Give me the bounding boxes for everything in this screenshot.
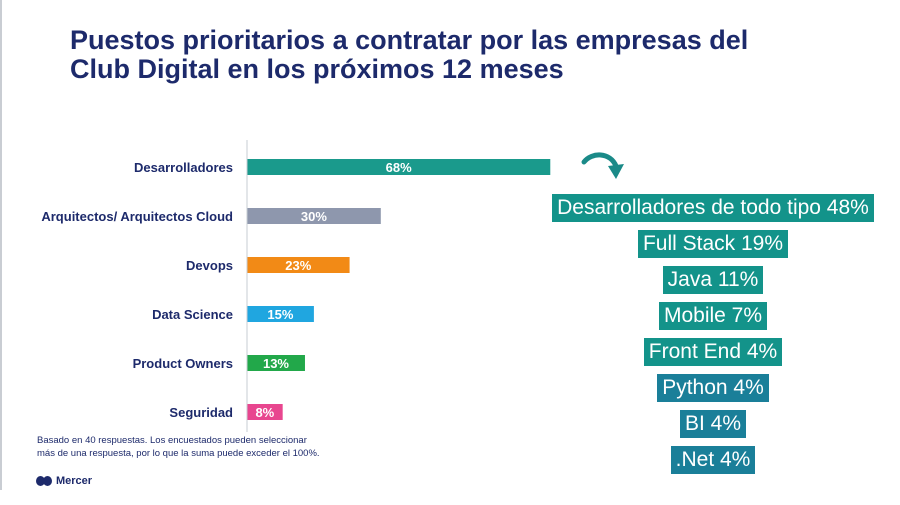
bar-value-label: 15% — [267, 307, 293, 322]
bar-chart: Desarrolladores 68% Arquitectos/ Arquitect… — [41, 140, 551, 432]
developer-breakdown-list: Desarrolladores de todo tipo 48% Full Sta… — [520, 194, 900, 474]
category-label: Product Owners — [133, 356, 233, 371]
bar — [247, 404, 283, 420]
left-rule — [0, 0, 2, 490]
breakdown-item: BI 4% — [679, 410, 747, 438]
breakdown-item: .Net 4% — [670, 446, 756, 474]
bar — [247, 306, 314, 322]
bar-value-label: 23% — [285, 258, 311, 273]
bar — [247, 208, 381, 224]
bar-value-label: 68% — [386, 160, 412, 175]
category-label: Desarrolladores — [134, 160, 233, 175]
page-title-line-1: Puestos prioritarios a contratar por las… — [70, 25, 749, 55]
category-label: Arquitectos/ Arquitectos Cloud — [41, 209, 233, 224]
breakdown-item: Front End 4% — [643, 338, 783, 366]
bar — [247, 257, 350, 273]
footnote-line-1: Basado en 40 respuestas. Los encuestados… — [37, 435, 307, 446]
bar-value-label: 8% — [255, 405, 274, 420]
bar-value-label: 13% — [263, 356, 289, 371]
category-label: Data Science — [152, 307, 233, 322]
category-label: Seguridad — [169, 405, 233, 420]
bar-value-label: 30% — [301, 209, 327, 224]
breakdown-item: Full Stack 19% — [637, 230, 789, 258]
breakdown-item: Desarrolladores de todo tipo 48% — [552, 194, 874, 222]
mercer-logo-icon — [36, 476, 52, 486]
page-title-line-2: Club Digital en los próximos 12 meses — [70, 54, 564, 84]
bar — [247, 355, 305, 371]
category-label: Devops — [186, 258, 233, 273]
footnote: Basado en 40 respuestas. Los encuestados… — [37, 434, 367, 460]
breakdown-item: Mobile 7% — [658, 302, 768, 330]
bar — [247, 159, 551, 175]
mercer-logo: Mercer — [36, 473, 92, 489]
footnote-line-2: más de una respuesta, por lo que la suma… — [37, 448, 320, 459]
page-title: Puestos prioritarios a contratar por las… — [70, 26, 850, 84]
breakdown-item: Java 11% — [662, 266, 764, 294]
breakdown-item: Python 4% — [657, 374, 769, 402]
mercer-logo-text: Mercer — [56, 475, 93, 487]
curved-arrow-down-icon — [581, 152, 624, 179]
